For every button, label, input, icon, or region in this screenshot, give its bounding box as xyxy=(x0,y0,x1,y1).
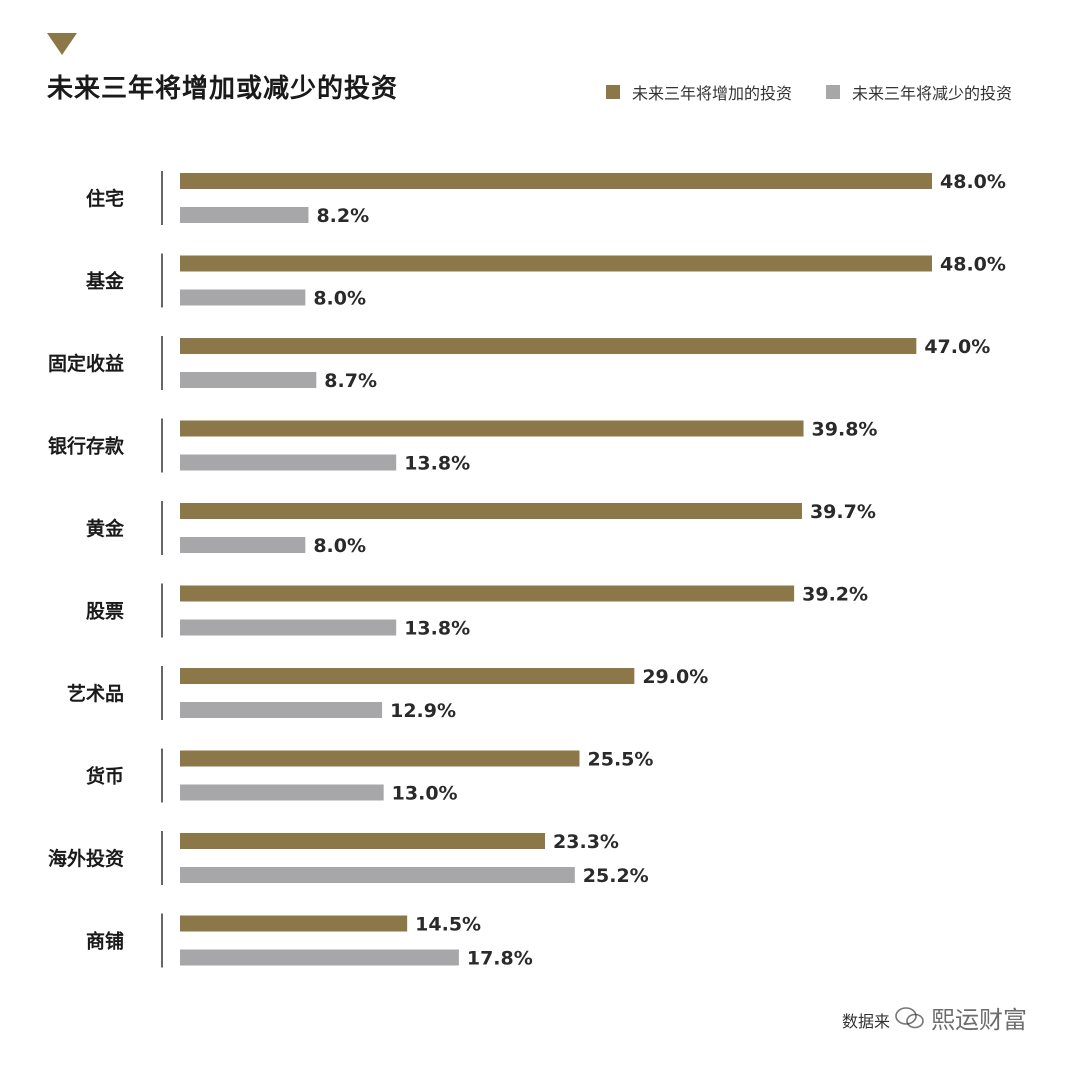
bar-decrease xyxy=(180,454,397,471)
legend-item-decrease: 未来三年将减少的投资 xyxy=(825,80,1012,104)
value-label-decrease: 8.0% xyxy=(313,535,366,557)
bar-decrease xyxy=(180,207,309,223)
legend-swatch-increase xyxy=(605,85,620,99)
value-label-increase: 48.0% xyxy=(940,171,1006,193)
source-note: 数据来 xyxy=(842,1012,891,1031)
category-label: 住宅 xyxy=(86,187,124,210)
value-label-increase: 39.8% xyxy=(812,419,878,441)
legend-item-increase: 未来三年将增加的投资 xyxy=(605,80,792,104)
category-label: 股票 xyxy=(86,601,124,623)
category-label: 银行存款 xyxy=(48,435,125,458)
legend-label-decrease: 未来三年将减少的投资 xyxy=(851,84,1012,103)
value-label-decrease: 13.0% xyxy=(392,783,458,805)
bar-increase xyxy=(180,585,795,602)
bar-increase xyxy=(180,915,408,932)
bar-decrease xyxy=(180,784,384,801)
category-label: 货币 xyxy=(86,765,124,788)
legend-swatch-decrease xyxy=(825,85,840,99)
bar-increase xyxy=(180,503,802,519)
category-label: 基金 xyxy=(85,270,125,293)
value-label-decrease: 17.8% xyxy=(467,948,533,970)
category-label: 艺术品 xyxy=(67,683,124,705)
legend-label-increase: 未来三年将增加的投资 xyxy=(631,84,792,103)
bar-decrease xyxy=(180,372,317,388)
bar-decrease xyxy=(180,867,575,883)
category-label: 固定收益 xyxy=(48,352,124,375)
chart-legend: 未来三年将增加的投资 未来三年将减少的投资 xyxy=(605,80,1012,104)
value-label-decrease: 8.7% xyxy=(324,370,377,392)
value-label-increase: 39.7% xyxy=(810,501,876,523)
value-label-increase: 25.5% xyxy=(588,749,654,771)
value-label-increase: 23.3% xyxy=(553,831,619,853)
category-label: 黄金 xyxy=(86,517,125,540)
value-label-increase: 39.2% xyxy=(802,584,868,606)
bar-increase xyxy=(180,750,580,767)
category-label: 海外投资 xyxy=(48,847,124,870)
wechat-icon xyxy=(895,1006,924,1028)
bar-decrease xyxy=(180,619,397,636)
bar-increase xyxy=(180,255,932,272)
value-label-increase: 47.0% xyxy=(924,336,990,358)
value-label-increase: 29.0% xyxy=(642,666,708,688)
value-label-decrease: 13.8% xyxy=(404,618,470,640)
value-label-decrease: 8.0% xyxy=(313,288,366,310)
bar-decrease xyxy=(180,289,306,306)
value-label-decrease: 25.2% xyxy=(583,865,649,887)
value-label-decrease: 12.9% xyxy=(390,700,456,722)
watermark-text: 熙运财富 xyxy=(931,1006,1027,1034)
watermark: 熙运财富 xyxy=(895,1000,1027,1035)
category-label: 商铺 xyxy=(86,930,124,953)
bar-increase xyxy=(180,420,804,437)
value-label-decrease: 13.8% xyxy=(404,453,470,475)
bar-increase xyxy=(180,833,546,849)
bar-increase xyxy=(180,668,635,684)
section-marker-triangle xyxy=(47,33,77,55)
bar-increase xyxy=(180,338,917,354)
value-label-increase: 48.0% xyxy=(940,254,1006,276)
bar-decrease xyxy=(180,537,306,553)
bar-increase xyxy=(180,173,932,189)
value-label-increase: 14.5% xyxy=(415,914,481,936)
chart-title: 未来三年将增加或减少的投资 xyxy=(47,74,399,104)
bar-decrease xyxy=(180,949,459,966)
value-label-decrease: 8.2% xyxy=(316,205,369,227)
bar-decrease xyxy=(180,702,383,718)
